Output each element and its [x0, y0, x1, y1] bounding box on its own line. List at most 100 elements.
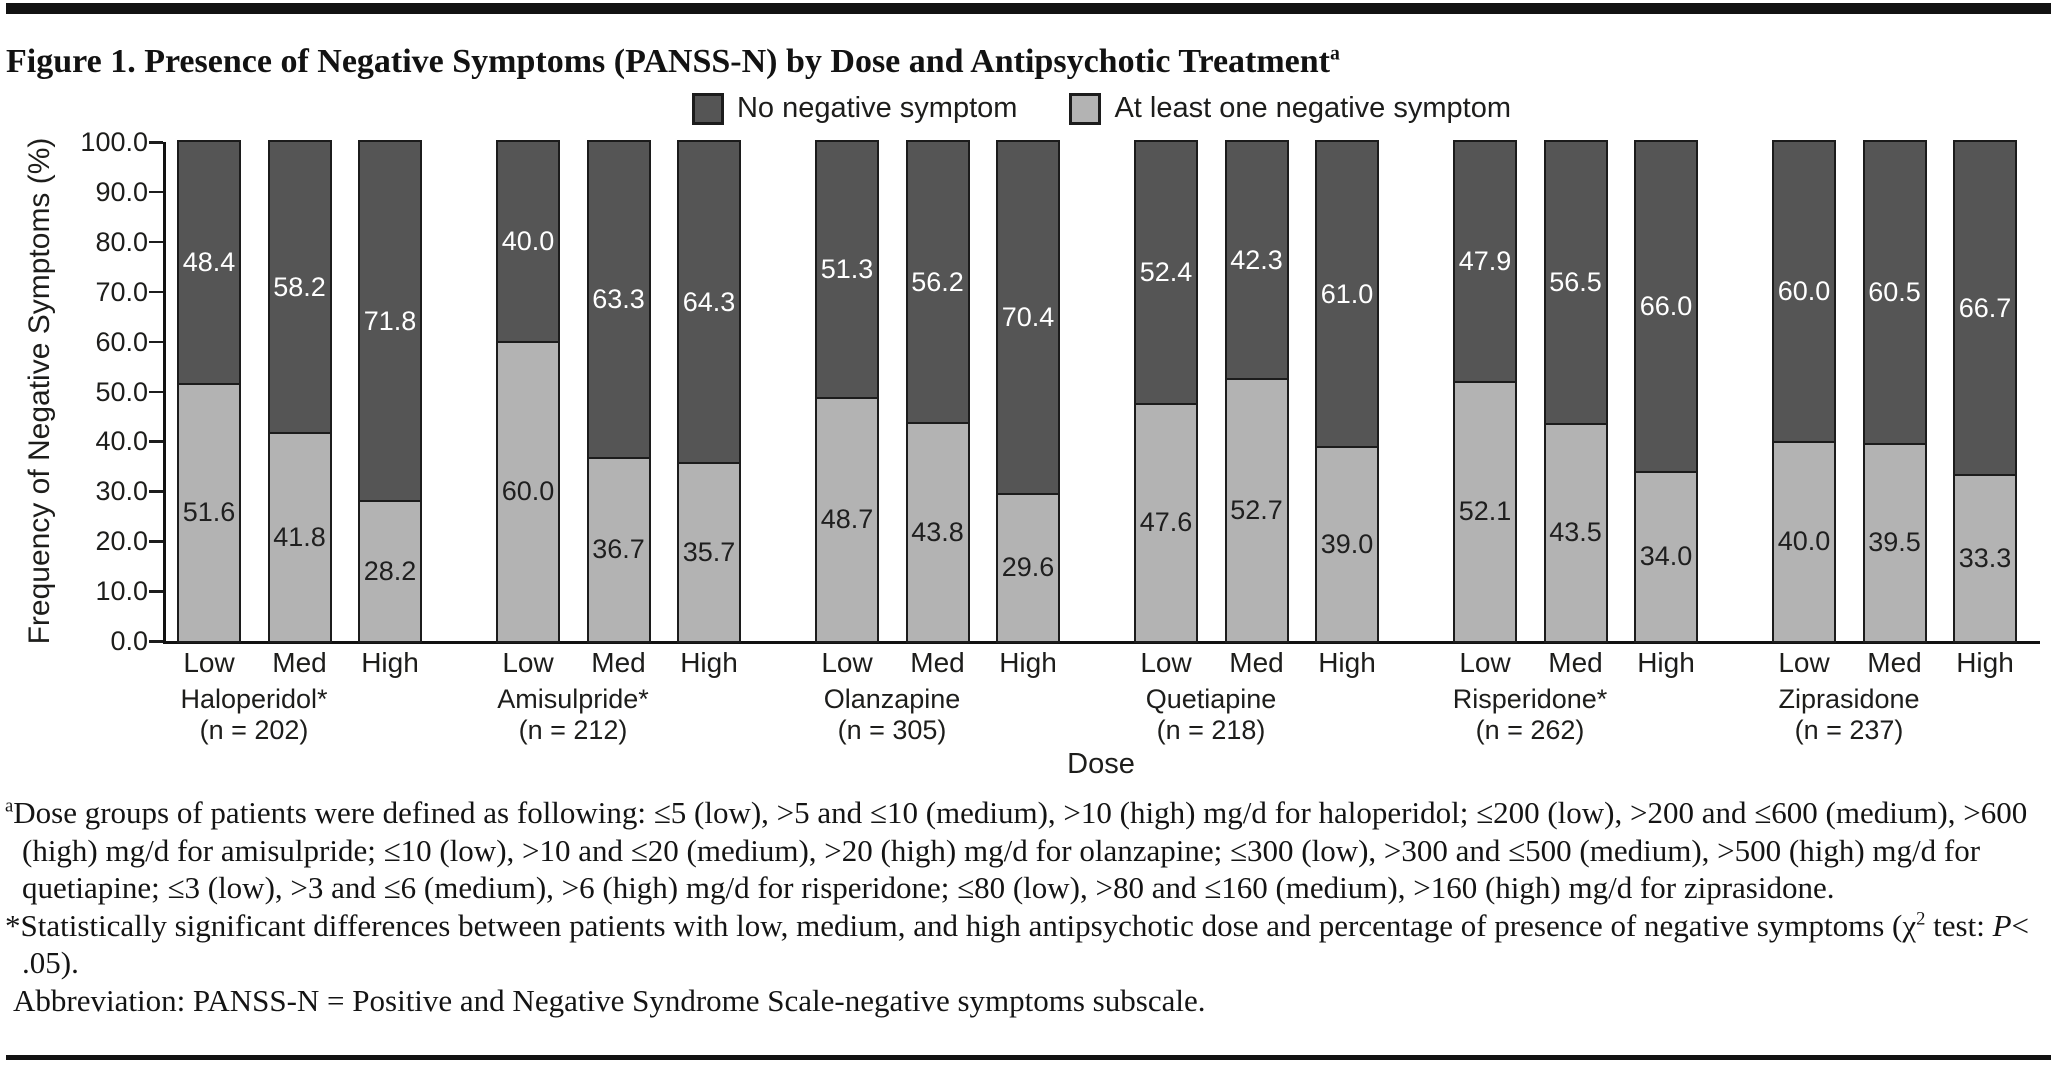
- x-tick-label-med: Med: [272, 647, 327, 678]
- figure-title-footnote-marker: a: [1330, 42, 1340, 65]
- x-tick-label-low: Low: [821, 647, 873, 678]
- bar-value-label: 63.3: [592, 284, 645, 314]
- bar-value-label: 36.7: [592, 534, 645, 564]
- group-n-label-ziprasidone: (n = 237): [1794, 715, 1904, 745]
- bar-value-label: 40.0: [501, 226, 555, 256]
- x-axis-title: Dose: [1067, 748, 1135, 780]
- footnote-significance: *Statistically significant differences b…: [5, 907, 2043, 982]
- legend-swatch-no-negative-symptom: [691, 92, 724, 125]
- legend-item-no-negative-symptom: No negative symptom: [691, 92, 1018, 125]
- x-tick-label-high: High: [1956, 647, 2014, 678]
- bar-value-label: 40.0: [1777, 526, 1831, 556]
- group-label-risperidone: Risperidone*: [1452, 684, 1608, 714]
- segment-no-negative-symptom: 48.4: [179, 142, 239, 383]
- group-n-label-amisulpride: (n = 212): [518, 715, 628, 745]
- p-value-text: < .05).: [22, 907, 2030, 981]
- bar-value-label: 41.8: [273, 521, 326, 552]
- bar-value-label: 47.6: [1139, 507, 1193, 537]
- segment-no-negative-symptom: 66.7: [1955, 142, 2015, 474]
- segment-at-least-one-negative-symptom: 48.7: [817, 397, 877, 640]
- bar-haloperidol-low: 48.4 51.6: [177, 140, 241, 643]
- x-tick-label-high: High: [1318, 647, 1376, 678]
- segment-at-least-one-negative-symptom: 40.0: [1774, 441, 1834, 640]
- footnote-abbreviation: Abbreviation: PANSS-N = Positive and Neg…: [13, 982, 1206, 1018]
- group-label-amisulpride: Amisulpride*: [497, 684, 649, 714]
- bar-value-label: 51.3: [820, 254, 874, 284]
- y-tick-label: 100.0: [80, 127, 148, 157]
- bar-value-label: 56.5: [1549, 267, 1602, 297]
- y-tick-label: 70.0: [95, 276, 148, 307]
- y-tick-label: 30.0: [95, 476, 148, 507]
- bar-quetiapine-low: 52.4 47.6: [1134, 140, 1198, 643]
- bar-amisulpride-med: 63.3 36.7: [586, 140, 651, 643]
- segment-at-least-one-negative-symptom: 33.3: [1955, 474, 2015, 640]
- y-tick-label: 10.0: [95, 576, 148, 607]
- y-tick-mark: [149, 190, 163, 194]
- segment-no-negative-symptom: 63.3: [588, 142, 649, 457]
- bar-quetiapine-high: 61.0 39.0: [1315, 140, 1379, 643]
- x-tick-label-low: Low: [502, 647, 554, 678]
- group-label-quetiapine: Quetiapine: [1145, 684, 1277, 714]
- segment-at-least-one-negative-symptom: 39.0: [1317, 446, 1377, 640]
- y-axis-title: Frequency of Negative Symptoms (%): [23, 137, 56, 645]
- legend-swatch-at-least-one-negative-symptom: [1069, 92, 1102, 125]
- segment-at-least-one-negative-symptom: 29.6: [998, 493, 1058, 640]
- y-tick-mark: [149, 290, 163, 294]
- segment-no-negative-symptom: 64.3: [679, 142, 739, 462]
- y-tick-mark: [149, 440, 163, 443]
- group-label-haloperidol: Haloperidol*: [180, 684, 328, 714]
- segment-no-negative-symptom: 66.0: [1636, 142, 1696, 471]
- y-tick-label: 0.0: [110, 626, 148, 656]
- x-tick-label-med: Med: [1548, 647, 1603, 678]
- y-tick-label: 50.0: [95, 376, 148, 407]
- legend-item-at-least-one-negative-symptom: At least one negative symptom: [1069, 92, 1511, 125]
- x-tick-label-low: Low: [1459, 647, 1511, 678]
- segment-at-least-one-negative-symptom: 60.0: [498, 341, 558, 640]
- y-tick-label: 90.0: [95, 176, 148, 207]
- y-tick-mark: [149, 640, 163, 643]
- x-tick-label-med: Med: [591, 647, 646, 678]
- segment-no-negative-symptom: 70.4: [998, 142, 1058, 493]
- segment-at-least-one-negative-symptom: 34.0: [1636, 471, 1696, 640]
- bar-haloperidol-high: 71.8 28.2: [358, 140, 422, 643]
- bar-haloperidol-med: 58.2 41.8: [267, 140, 332, 643]
- y-tick-mark: [149, 141, 163, 144]
- bar-value-label: 58.2: [273, 271, 326, 302]
- bar-quetiapine-med: 42.3 52.7: [1224, 140, 1289, 643]
- bar-ziprasidone-low: 60.0 40.0: [1772, 140, 1836, 643]
- chart-legend: No negative symptom At least one negative…: [163, 92, 2040, 125]
- segment-at-least-one-negative-symptom: 43.8: [907, 422, 968, 640]
- figure-title-text: Figure 1. Presence of Negative Symptoms …: [6, 42, 1331, 80]
- bottom-rule: [6, 1055, 2051, 1060]
- segment-no-negative-symptom: 42.3: [1226, 142, 1287, 378]
- bar-value-label: 60.0: [501, 476, 555, 506]
- group-label-ziprasidone: Ziprasidone: [1778, 684, 1920, 714]
- bar-value-label: 48.7: [820, 504, 874, 534]
- bar-value-label: 70.4: [1001, 302, 1055, 332]
- group-n-label-risperidone: (n = 262): [1475, 715, 1585, 745]
- segment-no-negative-symptom: 56.5: [1545, 142, 1606, 423]
- segment-no-negative-symptom: 58.2: [269, 142, 330, 432]
- segment-at-least-one-negative-symptom: 35.7: [679, 462, 739, 640]
- segment-no-negative-symptom: 71.8: [360, 142, 420, 500]
- y-axis-line: [163, 142, 166, 643]
- chi-symbol: (χ: [1892, 907, 1917, 943]
- bar-value-label: 34.0: [1639, 541, 1693, 571]
- segment-no-negative-symptom: 52.4: [1136, 142, 1196, 403]
- segment-no-negative-symptom: 60.5: [1864, 142, 1925, 443]
- p-symbol: P: [1992, 907, 2012, 943]
- y-tick-label: 20.0: [95, 526, 148, 557]
- legend-label: No negative symptom: [736, 92, 1018, 124]
- bar-value-label: 42.3: [1230, 244, 1283, 275]
- segment-at-least-one-negative-symptom: 51.6: [179, 383, 239, 640]
- bar-value-label: 52.4: [1139, 257, 1193, 287]
- segment-at-least-one-negative-symptom: 41.8: [269, 432, 330, 640]
- y-tick-mark: [149, 590, 163, 593]
- bar-value-label: 47.9: [1458, 246, 1512, 276]
- x-axis-line: [163, 641, 2040, 644]
- bar-olanzapine-low: 51.3 48.7: [815, 140, 879, 643]
- footnote-dose-marker: a: [5, 795, 14, 817]
- bar-ziprasidone-med: 60.5 39.5: [1862, 140, 1927, 643]
- chi-exponent: 2: [1916, 908, 1926, 930]
- bar-risperidone-low: 47.9 52.1: [1453, 140, 1517, 643]
